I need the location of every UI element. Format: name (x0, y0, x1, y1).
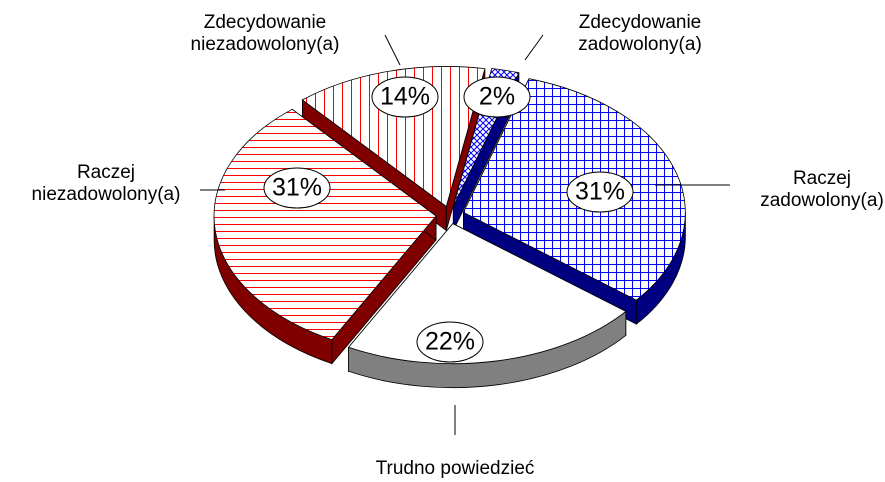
category-label: Trudno powiedzieć (375, 458, 535, 479)
slice-top (301, 66, 486, 208)
leader-lines (200, 34, 730, 435)
slice (213, 108, 437, 365)
value-label: 14% (380, 83, 430, 111)
category-label: Zdecydowanie zadowolony(a) (578, 12, 702, 55)
value-label: 31% (575, 178, 625, 206)
category-label: Raczej niezadowolony(a) (31, 162, 181, 205)
slice-top (213, 108, 437, 341)
slice (347, 222, 627, 389)
slice-top (347, 223, 627, 365)
value-bubble (263, 167, 331, 209)
value-bubble (566, 171, 634, 213)
value-label: 31% (272, 174, 322, 202)
value-label: 2% (479, 83, 515, 111)
category-label: Raczej zadowolony(a) (760, 168, 884, 211)
value-bubble (371, 76, 439, 118)
value-bubble (463, 76, 531, 118)
value-label: 22% (425, 328, 475, 356)
value-bubble (416, 321, 484, 363)
category-label: Zdecydowanie niezadowolony(a) (190, 12, 340, 55)
